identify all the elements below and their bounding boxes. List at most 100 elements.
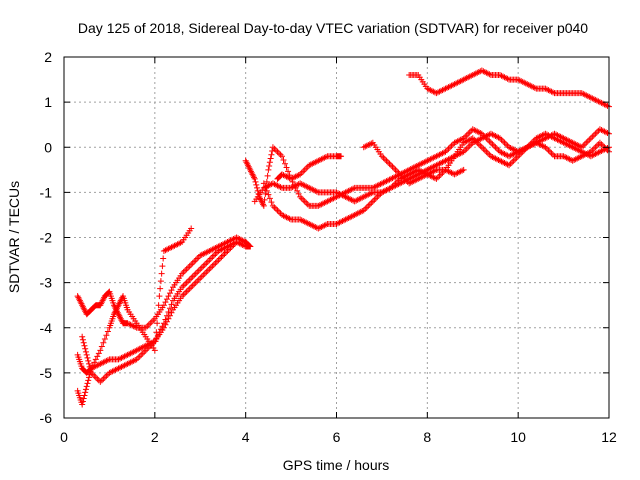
data-point <box>218 254 225 261</box>
data-point <box>304 201 311 208</box>
data-point <box>261 196 268 203</box>
data-point <box>204 267 211 274</box>
data-point <box>209 254 216 261</box>
data-point <box>166 305 173 312</box>
data-point <box>203 269 210 276</box>
data-point <box>447 144 454 151</box>
data-point <box>586 136 593 143</box>
data-point <box>188 275 195 282</box>
data-point <box>204 258 211 265</box>
x-tick-label: 4 <box>242 429 250 445</box>
data-point <box>136 353 143 360</box>
series-sat-j <box>406 67 612 110</box>
data-point <box>80 339 87 346</box>
data-point <box>301 198 308 205</box>
data-point <box>301 166 308 173</box>
data-point <box>300 168 307 175</box>
plot-area <box>74 67 612 408</box>
data-point <box>83 383 90 390</box>
data-point <box>389 163 396 170</box>
data-point <box>592 130 599 137</box>
data-point <box>209 263 216 270</box>
data-point <box>215 257 222 264</box>
data-point <box>183 279 190 286</box>
data-point <box>212 260 219 267</box>
data-point <box>188 261 195 268</box>
data-point <box>463 145 470 152</box>
data-point <box>383 157 390 164</box>
data-point <box>388 162 394 169</box>
data-point <box>546 148 553 155</box>
data-point <box>366 201 373 208</box>
data-point <box>487 139 494 146</box>
data-point <box>598 141 605 148</box>
x-axis-label: GPS time / hours <box>283 457 390 473</box>
data-point <box>84 380 91 387</box>
data-point <box>80 395 87 402</box>
data-point <box>372 195 379 202</box>
data-point <box>252 178 259 185</box>
data-point <box>162 299 169 306</box>
data-point <box>156 293 163 300</box>
data-point <box>92 356 99 363</box>
data-point <box>200 272 207 279</box>
data-point <box>180 269 187 276</box>
data-point <box>138 351 145 358</box>
series-sat-i <box>360 139 467 187</box>
data-point <box>272 147 279 154</box>
data-point <box>448 142 455 149</box>
data-point <box>180 291 187 298</box>
data-point <box>88 365 95 372</box>
data-point <box>212 251 219 258</box>
data-point <box>168 309 175 316</box>
data-point <box>98 377 105 384</box>
data-point <box>191 258 198 265</box>
data-point <box>381 156 388 163</box>
data-point <box>303 199 310 206</box>
data-point <box>194 255 201 262</box>
data-point <box>151 347 158 354</box>
data-point <box>82 386 89 393</box>
data-point <box>232 240 239 247</box>
data-point <box>392 166 399 173</box>
data-point <box>294 187 301 194</box>
data-point <box>445 145 452 152</box>
data-point <box>548 150 555 157</box>
x-tick-label: 12 <box>601 429 617 445</box>
data-point <box>484 150 491 157</box>
data-point <box>182 267 189 274</box>
data-point <box>275 150 282 157</box>
data-point <box>297 193 304 200</box>
y-tick-label: -2 <box>40 230 53 246</box>
data-point <box>97 347 104 354</box>
data-point <box>165 293 172 300</box>
data-point <box>592 144 599 151</box>
data-point <box>268 151 275 158</box>
data-point <box>216 255 223 262</box>
data-point <box>465 144 472 151</box>
data-point <box>274 148 281 155</box>
data-point <box>210 252 217 259</box>
data-point <box>191 281 198 288</box>
data-point <box>253 181 260 188</box>
data-point <box>157 278 164 285</box>
data-point <box>489 141 496 148</box>
data-point <box>503 141 510 148</box>
data-point <box>153 329 160 336</box>
data-point <box>189 282 196 289</box>
data-point <box>185 278 192 285</box>
data-point <box>186 263 193 270</box>
x-tick-label: 10 <box>510 429 526 445</box>
data-point <box>103 332 110 339</box>
data-point <box>79 398 86 405</box>
data-point <box>275 208 282 215</box>
data-point <box>267 155 274 162</box>
data-point <box>101 374 108 381</box>
data-point <box>191 272 198 279</box>
y-tick-label: -5 <box>40 365 53 381</box>
data-point <box>266 159 273 166</box>
data-point <box>200 263 207 270</box>
data-point <box>222 249 229 256</box>
